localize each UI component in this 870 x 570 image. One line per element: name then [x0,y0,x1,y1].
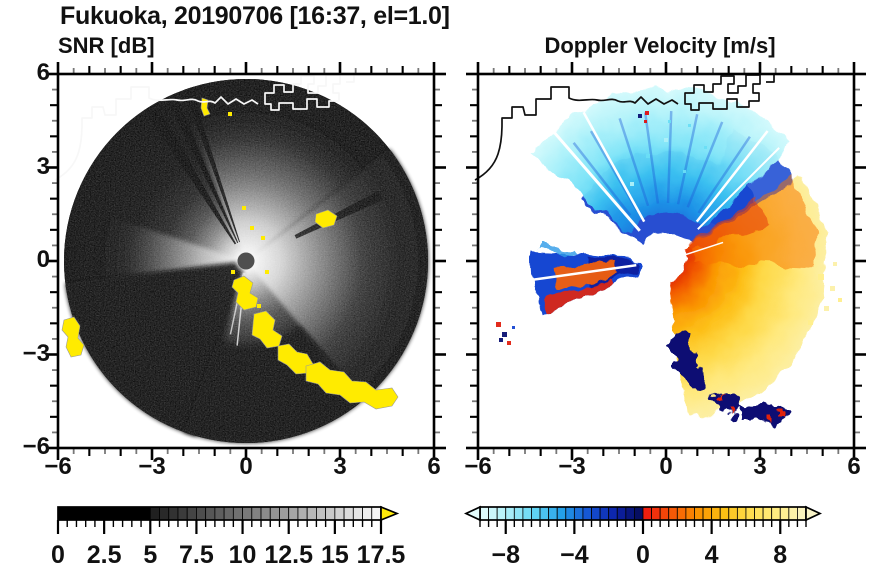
figure-title: Fukuoka, 20190706 [16:37, el=1.0] [60,2,450,30]
velocity-panel-title: Doppler Velocity [m/s] [544,33,776,58]
y-tick-label: 3 [36,152,50,180]
axis-ticks [46,62,446,460]
colorbar-tick-label: 8 [773,541,788,569]
colorbar-tick-label: 12.5 [264,541,314,569]
colorbar-tick-label: 7.5 [179,541,214,569]
x-tick-label: 0 [239,453,253,480]
velocity-radar-image [466,62,866,460]
colorbar-tick-label: 17.5 [356,541,406,569]
snr-panel [46,62,446,460]
x-tick-label: −6 [464,453,492,480]
x-tick-label: 6 [427,453,441,480]
x-tick-label: −3 [138,453,166,480]
x-tick-label: 3 [753,453,767,480]
colorbar-tick-label: −8 [491,541,520,569]
x-tick-label: 6 [847,453,861,480]
colorbar-tick-label: 4 [704,541,719,569]
y-tick-label: 6 [36,59,50,86]
velocity-panel [466,62,866,460]
colorbar-tick-label: 15 [320,541,349,569]
colorbar-tick-label: 10 [228,541,257,569]
y-tick-label: −3 [22,339,50,367]
colorbar-tick-label: −4 [560,541,589,569]
clutter-patches [61,97,399,410]
x-tick-label: −3 [558,453,586,480]
x-tick-label: 0 [659,453,673,480]
x-tick-label: −6 [44,453,72,480]
colorbar-tick-label: 2.5 [86,541,122,569]
snr-panel-title: SNR [dB] [58,33,155,58]
velocity-colorbar [463,505,826,539]
snr-radar-image [46,62,446,460]
colorbar-tick-label: 5 [143,541,158,569]
snr-colorbar [56,505,403,539]
axis-ticks [466,62,866,460]
y-tick-label: −6 [22,433,50,460]
y-tick-label: 0 [36,246,50,273]
colorbar-tick-label: 0 [636,541,650,569]
colorbar-tick-label: 0 [51,541,65,569]
x-tick-label: 3 [333,453,347,480]
